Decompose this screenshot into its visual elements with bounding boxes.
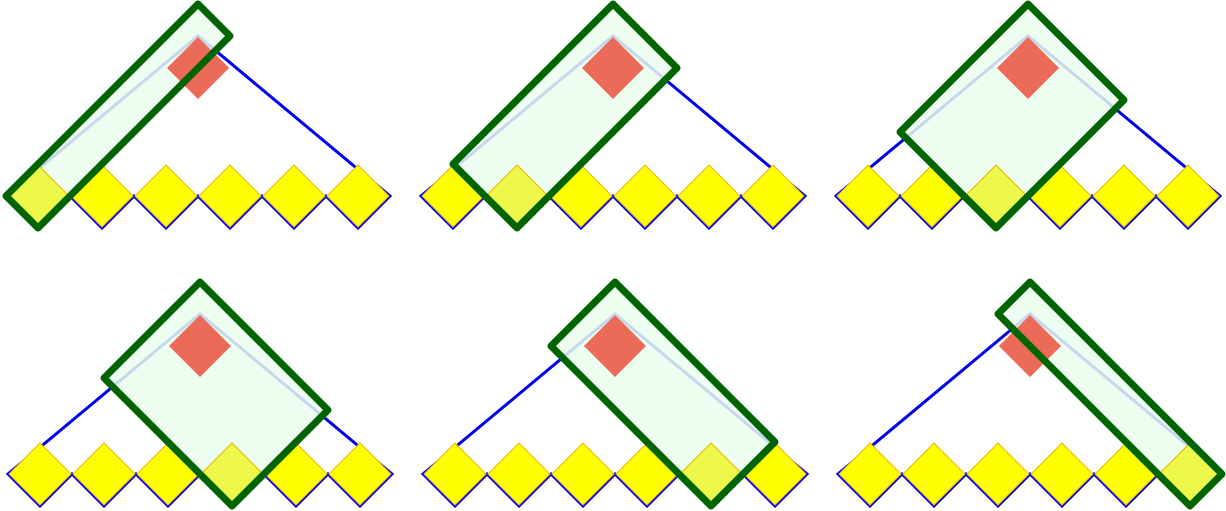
leaf-cell [1156, 164, 1220, 228]
panel-6 [835, 278, 1226, 510]
selection-outline [449, 0, 681, 232]
top-cell-overlay [997, 37, 1059, 99]
triangle-outline [3, 34, 393, 231]
triangle-outline [833, 34, 1223, 231]
leaf-cell [8, 442, 72, 506]
selection-fill [900, 4, 1124, 228]
leaf-cell [551, 442, 615, 506]
selection-outline [896, 0, 1128, 232]
leaf-cell [838, 442, 902, 506]
top-cell-overlay [582, 37, 644, 99]
leaf-cell [902, 442, 966, 506]
leaf-cell [966, 442, 1030, 506]
top-cell-overlay [169, 315, 231, 377]
panel-1 [2, 0, 393, 232]
panel-2 [418, 0, 808, 232]
leaf-cell [741, 164, 805, 228]
selection-outline [100, 278, 332, 510]
leaf-cell [328, 442, 392, 506]
leaf-cell [423, 442, 487, 506]
panel-4 [5, 278, 395, 510]
selection-outline [2, 0, 234, 232]
leaf-cell [262, 164, 326, 228]
leaf-cell [677, 164, 741, 228]
selection-outline [994, 278, 1226, 510]
selection-outline [547, 278, 779, 510]
top-cell-overlay [584, 315, 646, 377]
selection-fill [104, 282, 328, 506]
panel-5 [420, 278, 810, 510]
leaf-cell [613, 164, 677, 228]
leaf-cell [487, 442, 551, 506]
triangle-outline [420, 312, 810, 509]
leaf-cell [134, 164, 198, 228]
leaf-cell [836, 164, 900, 228]
selection-fill [998, 282, 1222, 506]
leaf-cell [1030, 442, 1094, 506]
panel-3 [833, 0, 1223, 232]
leaf-cell [72, 442, 136, 506]
leaf-cell [198, 164, 262, 228]
leaf-cell [1092, 164, 1156, 228]
leaf-cell [326, 164, 390, 228]
selection-fill [6, 4, 230, 228]
